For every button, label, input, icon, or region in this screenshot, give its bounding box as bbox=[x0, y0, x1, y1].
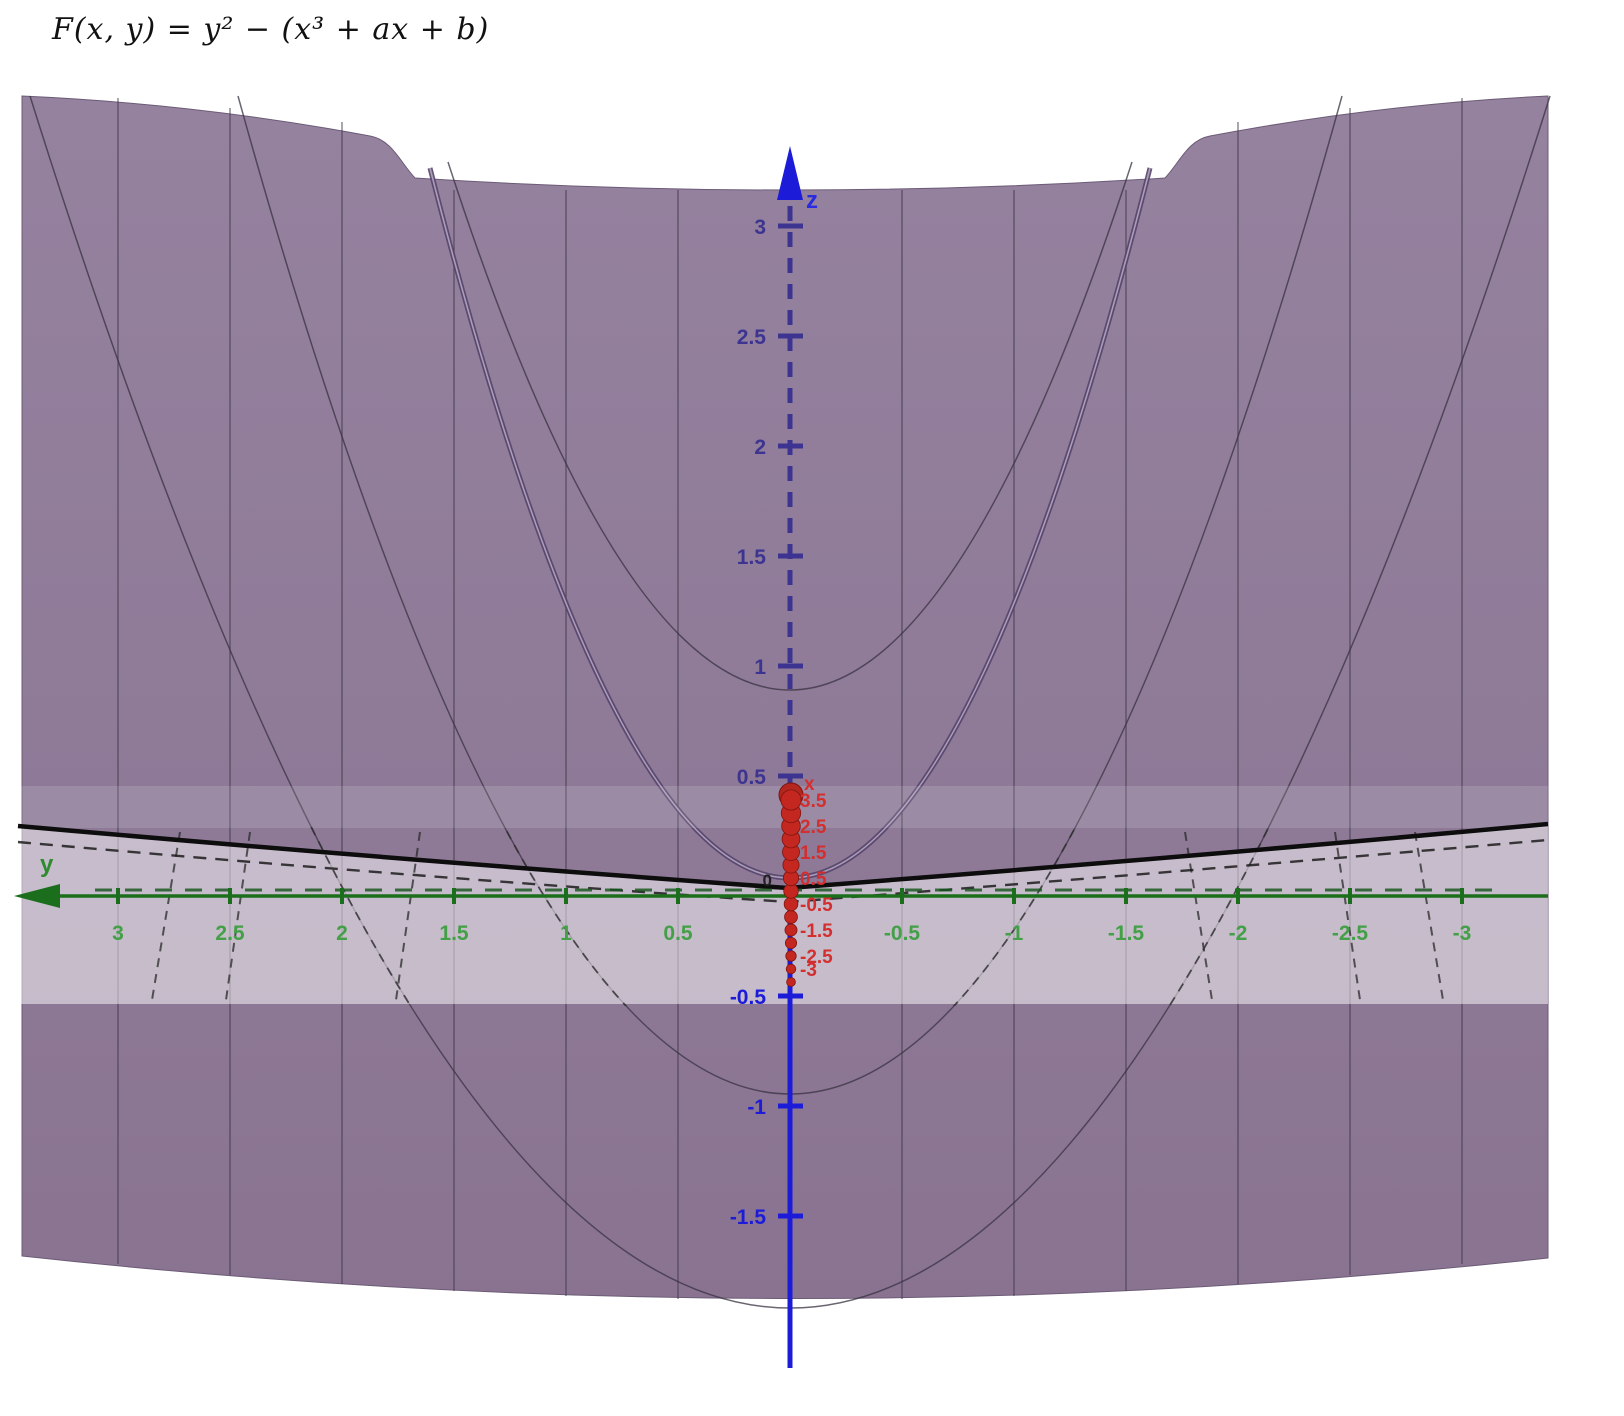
function-formula: F(x, y) = y² − (x³ + ax + b) bbox=[52, 12, 490, 47]
x-tick-label: -0.5 bbox=[800, 895, 833, 916]
x-axis-dot bbox=[785, 963, 797, 975]
hidden-mesh-dash bbox=[395, 831, 421, 1001]
z-tick-label: -1.5 bbox=[730, 1206, 767, 1229]
y-axis-arrow bbox=[14, 884, 60, 908]
z-tick-label: 2.5 bbox=[737, 326, 767, 349]
y-tick-label: -2 bbox=[1229, 922, 1248, 945]
y-axis-ticks: 3 2.5 2 1.5 1 0.5 -0.5 -1 -1.5 -2 -2.5 -3 bbox=[112, 888, 1471, 945]
y-tick-label: -3 bbox=[1453, 922, 1472, 945]
hidden-mesh-dash bbox=[151, 831, 181, 1001]
y-tick-label: -2.5 bbox=[1332, 922, 1369, 945]
z-tick-label: 2 bbox=[754, 436, 766, 459]
z-tick-label: 0.5 bbox=[737, 766, 767, 789]
z-tick-label: -1 bbox=[747, 1096, 766, 1119]
y-tick-label: 0.5 bbox=[663, 922, 693, 945]
x-tick-label: -1.5 bbox=[800, 921, 833, 942]
x-tick-label: 3.5 bbox=[800, 791, 827, 812]
z-tick-label: 1.5 bbox=[737, 546, 767, 569]
hidden-mesh-dash bbox=[1414, 831, 1444, 1001]
origin-label: 0 bbox=[763, 871, 772, 890]
z-tick-label: 1 bbox=[754, 656, 766, 679]
hidden-mesh-dash bbox=[1334, 831, 1361, 1001]
x-tick-label: 2.5 bbox=[800, 817, 827, 838]
y-tick-label: -0.5 bbox=[884, 922, 921, 945]
z-axis-ticks: 3 2.5 2 1.5 1 0.5 -0.5 -1 -1.5 bbox=[730, 216, 803, 1229]
x-axis-dot bbox=[784, 936, 798, 950]
hidden-lines-in-band bbox=[151, 826, 1444, 1006]
z-tick-label: -0.5 bbox=[730, 986, 767, 1009]
hidden-mesh-dash bbox=[225, 831, 251, 1001]
y-tick-label: 1 bbox=[560, 922, 572, 945]
y-tick-label: 2 bbox=[336, 922, 348, 945]
x-axis-dot bbox=[784, 910, 798, 924]
x-axis-dot bbox=[785, 950, 797, 962]
y-tick-label: 3 bbox=[112, 922, 124, 945]
x-axis-dot bbox=[786, 977, 796, 987]
z-axis-label: z bbox=[806, 187, 818, 214]
y-tick-label: 2.5 bbox=[215, 922, 245, 945]
x-axis-ticks: 3.5 2.5 1.5 0.5 -0.5 -1.5 -2.5-3 bbox=[780, 789, 833, 987]
y-tick-label: 1.5 bbox=[439, 922, 469, 945]
z-tick-label: 3 bbox=[754, 216, 766, 239]
y-tick-label: -1.5 bbox=[1108, 922, 1145, 945]
x-tick-label: 1.5 bbox=[800, 843, 827, 864]
z-plane-band bbox=[18, 826, 1548, 1004]
x-axis-label: x bbox=[804, 774, 815, 795]
x-axis-dot bbox=[783, 896, 799, 912]
y-axis-label: y bbox=[40, 851, 54, 878]
z-axis-arrow bbox=[777, 146, 803, 200]
x-tick-label: -3 bbox=[800, 960, 817, 981]
x-tick-label: 0.5 bbox=[800, 869, 827, 890]
hidden-mesh-dash bbox=[1184, 831, 1213, 1001]
y-tick-label: -1 bbox=[1005, 922, 1024, 945]
x-axis-dot bbox=[784, 923, 798, 937]
surface-mesh-lines bbox=[117, 98, 1463, 1300]
x-tick-label: -2.5 bbox=[800, 947, 833, 968]
x-axis-dot bbox=[780, 789, 802, 811]
mesh-parabola-inner bbox=[447, 161, 1133, 691]
